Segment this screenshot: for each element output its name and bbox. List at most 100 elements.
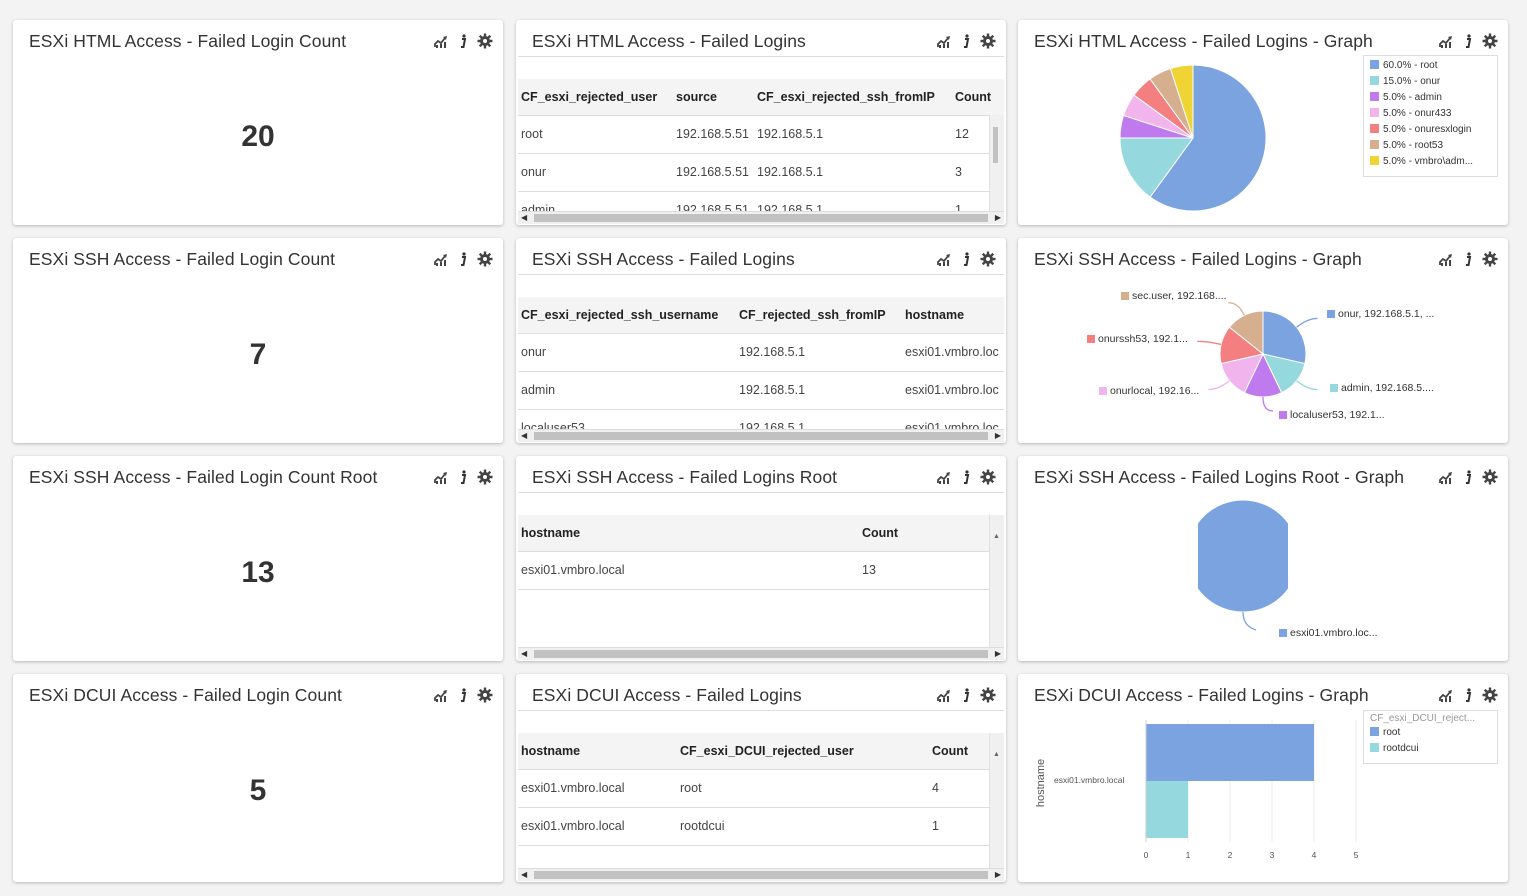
refresh-chart-icon[interactable]	[433, 469, 449, 485]
table-cell: 3	[955, 165, 962, 179]
column-header[interactable]: CF_esxi_DCUI_rejected_user	[680, 744, 854, 758]
gear-icon[interactable]	[477, 251, 493, 267]
column-header[interactable]: CF_esxi_rejected_ssh_fromIP	[757, 90, 935, 104]
column-header[interactable]: Count	[932, 744, 969, 758]
info-icon[interactable]	[958, 33, 974, 49]
refresh-chart-icon[interactable]	[433, 251, 449, 267]
widget-title: ESXi SSH Access - Failed Logins	[532, 249, 795, 269]
table-row[interactable]: root 192.168.5.51 192.168.5.1 12	[518, 116, 1004, 154]
horizontal-scrollbar[interactable]: ◀ ▶	[518, 429, 1004, 442]
gear-icon[interactable]	[477, 687, 493, 703]
info-icon[interactable]	[455, 469, 471, 485]
bar-chart[interactable]: hostname esxi01.vmbro.local 0 1 2 3 4 5	[1018, 710, 1358, 870]
column-header[interactable]: CF_esxi_rejected_ssh_username	[521, 308, 719, 322]
widget-toolbar	[433, 251, 493, 267]
vertical-scrollbar[interactable]: ▲	[989, 515, 1004, 647]
table-row[interactable]: admin 192.168.5.1 esxi01.vmbro.loc	[518, 372, 1004, 410]
info-icon[interactable]	[958, 469, 974, 485]
refresh-chart-icon[interactable]	[936, 33, 952, 49]
refresh-chart-icon[interactable]	[936, 687, 952, 703]
pie-chart[interactable]	[1113, 62, 1273, 217]
pie-slice[interactable]	[1262, 310, 1307, 365]
legend-item[interactable]: 5.0% - onur433	[1370, 108, 1451, 119]
table-row[interactable]: esxi01.vmbro.local 13	[518, 552, 990, 590]
vertical-scrollbar[interactable]: ▲	[989, 733, 1004, 868]
slice-leader-line	[1208, 380, 1230, 391]
legend-item[interactable]: 15.0% - onur	[1370, 76, 1440, 87]
legend-item[interactable]: 60.0% - root	[1370, 60, 1437, 71]
pie-chart[interactable]	[1078, 283, 1448, 433]
data-table: hostname Count esxi01.vmbro.local 13 ▲ ◀…	[518, 492, 1004, 660]
gear-icon[interactable]	[1482, 469, 1498, 485]
column-header[interactable]: source	[676, 90, 717, 104]
info-icon[interactable]	[455, 251, 471, 267]
table-header: hostname Count	[518, 515, 990, 552]
legend-item[interactable]: 5.0% - onuresxlogin	[1370, 124, 1471, 135]
refresh-chart-icon[interactable]	[433, 33, 449, 49]
table-row[interactable]: esxi01.vmbro.local rootdcui 1	[518, 808, 990, 846]
gear-icon[interactable]	[1482, 33, 1498, 49]
widget-toolbar	[936, 469, 996, 485]
column-header[interactable]: Count	[862, 526, 899, 540]
legend-item[interactable]: 5.0% - admin	[1370, 92, 1442, 103]
refresh-chart-icon[interactable]	[1438, 251, 1454, 267]
pie-chart[interactable]	[1198, 498, 1288, 638]
slice-label: localuser53, 192.1...	[1279, 409, 1385, 421]
gear-icon[interactable]	[980, 469, 996, 485]
table-row[interactable]: onur 192.168.5.51 192.168.5.1 3	[518, 154, 1004, 192]
refresh-chart-icon[interactable]	[936, 251, 952, 267]
gear-icon[interactable]	[477, 469, 493, 485]
pie-slice[interactable]	[1169, 64, 1194, 139]
horizontal-scrollbar[interactable]: ◀ ▶	[518, 647, 1004, 660]
legend-item[interactable]: 5.0% - vmbro\adm...	[1370, 156, 1473, 167]
legend-item[interactable]: 5.0% - root53	[1370, 140, 1443, 151]
gear-icon[interactable]	[1482, 687, 1498, 703]
horizontal-scrollbar[interactable]: ◀ ▶	[518, 211, 1004, 224]
table-cell: 192.168.5.1	[739, 383, 806, 397]
refresh-chart-icon[interactable]	[936, 469, 952, 485]
column-header[interactable]: hostname	[905, 308, 965, 322]
gear-icon[interactable]	[1482, 251, 1498, 267]
info-icon[interactable]	[1460, 251, 1476, 267]
pie-slice[interactable]	[1149, 64, 1267, 212]
refresh-chart-icon[interactable]	[433, 687, 449, 703]
gear-icon[interactable]	[980, 251, 996, 267]
info-icon[interactable]	[1460, 469, 1476, 485]
x-tick-label: 0	[1144, 850, 1149, 860]
column-header[interactable]: CF_rejected_ssh_fromIP	[739, 308, 886, 322]
widget-title: ESXi SSH Access - Failed Logins Root - G…	[1034, 467, 1405, 487]
pie-slice[interactable]	[1198, 499, 1288, 613]
table-cell: 192.168.5.1	[757, 127, 824, 141]
gear-icon[interactable]	[477, 33, 493, 49]
slice-leader-line	[1242, 611, 1257, 631]
column-header[interactable]: Count	[955, 90, 992, 104]
table-cell: 13	[862, 563, 876, 577]
column-header[interactable]: hostname	[521, 526, 581, 540]
info-icon[interactable]	[958, 251, 974, 267]
info-icon[interactable]	[958, 687, 974, 703]
info-icon[interactable]	[455, 687, 471, 703]
vertical-scrollbar[interactable]	[989, 115, 1004, 212]
bar-root[interactable]	[1146, 724, 1314, 781]
column-header[interactable]: CF_esxi_rejected_user	[521, 90, 658, 104]
column-header[interactable]: hostname	[521, 744, 581, 758]
refresh-chart-icon[interactable]	[1438, 687, 1454, 703]
chart-legend: CF_esxi_DCUI_reject... root rootdcui	[1363, 710, 1498, 764]
legend-item[interactable]: rootdcui	[1370, 743, 1419, 754]
legend-item[interactable]: root	[1370, 727, 1400, 738]
widget-root-failed-login-count: ESXi SSH Access - Failed Login Count Roo…	[13, 456, 503, 661]
bar-rootdcui[interactable]	[1146, 781, 1188, 838]
table-row[interactable]: esxi01.vmbro.local root 4	[518, 770, 990, 808]
refresh-chart-icon[interactable]	[1438, 469, 1454, 485]
horizontal-scrollbar[interactable]: ◀ ▶	[518, 868, 1004, 881]
info-icon[interactable]	[1460, 687, 1476, 703]
gear-icon[interactable]	[980, 687, 996, 703]
refresh-chart-icon[interactable]	[1438, 33, 1454, 49]
table-row[interactable]: onur 192.168.5.1 esxi01.vmbro.loc	[518, 334, 1004, 372]
info-icon[interactable]	[455, 33, 471, 49]
info-icon[interactable]	[1460, 33, 1476, 49]
pie-slice[interactable]	[1119, 137, 1194, 198]
widget-title: ESXi SSH Access - Failed Login Count Roo…	[29, 467, 378, 487]
gear-icon[interactable]	[980, 33, 996, 49]
table-cell: 12	[955, 127, 969, 141]
